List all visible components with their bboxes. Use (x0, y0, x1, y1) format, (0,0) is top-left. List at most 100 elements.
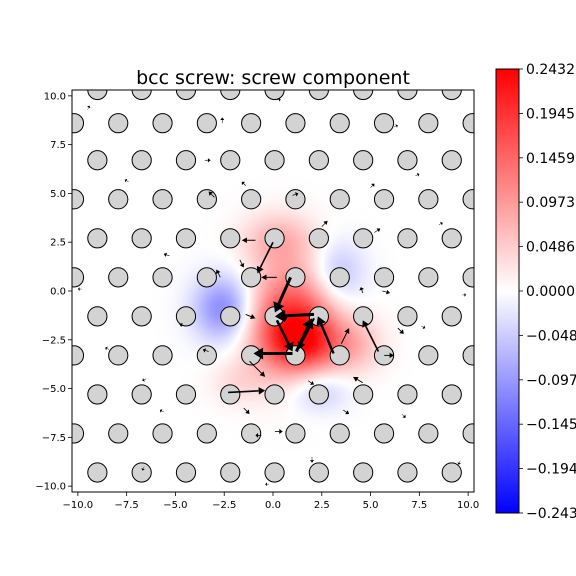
atom (152, 267, 173, 288)
displacement-arrow (343, 409, 350, 415)
atom (329, 267, 350, 288)
atom (72, 189, 85, 210)
atom (418, 267, 439, 288)
displacement-arrow (401, 413, 406, 418)
atom (241, 189, 262, 210)
atom (418, 113, 439, 134)
plot-area (71, 89, 475, 493)
atom (175, 384, 197, 405)
displacement-arrow (87, 105, 91, 110)
displacement-arrow (141, 466, 145, 471)
displacement-arrow (241, 181, 246, 186)
displacement-arrow (415, 173, 420, 177)
colorbar-tick-label: −0.0486 (526, 328, 576, 344)
atom (241, 267, 262, 288)
displacement-arrow (374, 228, 381, 233)
x-tick-label: 0.0 (265, 500, 281, 511)
atom (397, 462, 418, 483)
displacement-arrow (353, 376, 363, 384)
displacement-arrow (220, 117, 225, 124)
displacement-arrow (124, 178, 129, 183)
y-tick-label: −7.5 (42, 433, 66, 444)
atom (329, 345, 350, 366)
colorbar-ticks: 0.2432 0.1945 0.1459 0.0973 0.0486 0.0000 −0.0… (519, 62, 576, 522)
atom (285, 267, 306, 288)
x-tick-label: −5.0 (163, 500, 187, 511)
atom (308, 228, 329, 249)
atom (220, 150, 241, 171)
y-tick-label: −5.0 (42, 384, 66, 395)
atom (353, 462, 374, 483)
displacement-arrow (321, 220, 328, 227)
atom (72, 267, 85, 288)
displacement-arrow (77, 287, 82, 291)
atom (397, 150, 418, 171)
displacement-arrow (462, 293, 467, 297)
atom (87, 228, 108, 249)
atom (196, 113, 217, 134)
atom (353, 384, 374, 405)
colorbar-tick-label: 0.1459 (526, 151, 575, 167)
atom (152, 423, 173, 444)
colorbar-tick-label: 0.1945 (526, 106, 575, 122)
displacement-arrow (316, 316, 335, 354)
y-tick-label: 10.0 (44, 91, 66, 102)
displacement-arrow (384, 352, 394, 359)
x-tick-label: −7.5 (114, 500, 138, 511)
displacement-arrow (397, 327, 404, 334)
displacement-arrow (142, 378, 147, 382)
atom (196, 267, 217, 288)
atom (152, 345, 173, 366)
y-tick-label: −10.0 (35, 482, 66, 493)
displacement-arrow (241, 237, 256, 244)
atom (285, 423, 306, 444)
atom (373, 113, 395, 134)
atom (329, 423, 350, 444)
atom (72, 113, 85, 134)
displacement-arrow (421, 325, 426, 329)
x-tick-label: 5.0 (363, 500, 379, 511)
atom (241, 113, 262, 134)
displacement-arrow (370, 183, 375, 188)
atom (353, 150, 374, 171)
atom (441, 462, 462, 483)
atom (220, 306, 241, 327)
atom-layer (72, 90, 474, 483)
atom (175, 306, 197, 327)
atom (418, 345, 439, 366)
displacement-arrow (359, 287, 365, 294)
displacement-arrow (281, 310, 288, 323)
atom (418, 189, 439, 210)
atom (353, 228, 374, 249)
colorbar-tick-label: 0.0973 (526, 195, 575, 211)
atom (418, 423, 439, 444)
displacement-arrow (276, 97, 281, 102)
atom (175, 462, 197, 483)
atom (373, 189, 395, 210)
atom (329, 113, 350, 134)
atom (308, 384, 329, 405)
x-tick-label: 10.0 (457, 500, 479, 511)
atom (462, 423, 474, 444)
atom (131, 228, 152, 249)
atom (264, 462, 285, 483)
displacement-arrow (292, 192, 299, 197)
atom (397, 384, 418, 405)
atom (72, 423, 85, 444)
atom (441, 150, 462, 171)
y-tick-label: 2.5 (50, 238, 66, 249)
displacement-arrow (215, 269, 221, 278)
displacement-arrow (307, 380, 314, 385)
atom (308, 150, 329, 171)
displacement-arrow (204, 158, 211, 163)
atom (108, 189, 129, 210)
y-tick-label: 0.0 (50, 287, 66, 298)
displacement-arrow (310, 456, 315, 463)
displacement-arrow (261, 274, 277, 281)
displacement-arrow (249, 360, 266, 377)
atom (397, 306, 418, 327)
atom (264, 228, 285, 249)
displacement-arrow (457, 460, 461, 465)
atom (462, 267, 474, 288)
displacement-arrow (159, 409, 164, 413)
